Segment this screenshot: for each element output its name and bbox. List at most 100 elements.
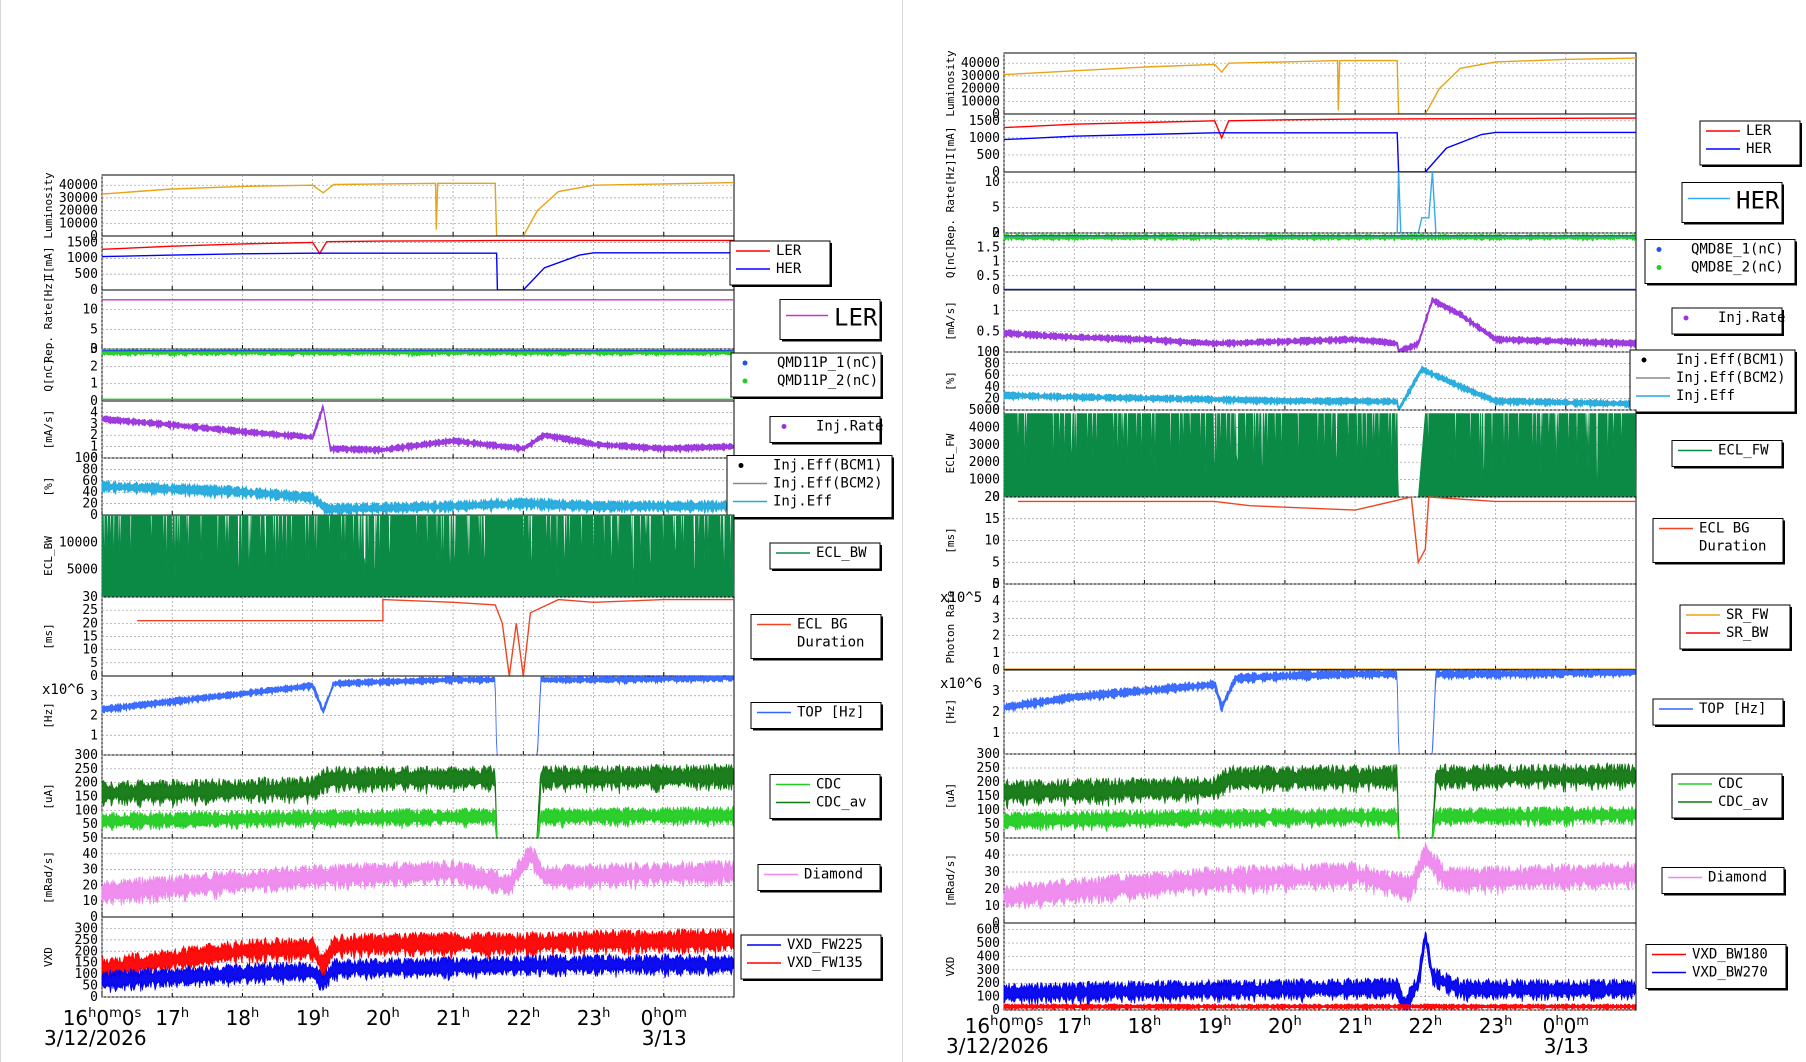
legend-box — [740, 934, 882, 980]
legend-label: QMD11P_2(nC) — [777, 373, 878, 389]
y-tick-label: 100 — [75, 451, 98, 466]
legend: LER HER — [729, 240, 832, 287]
y-tick-label: 5 — [992, 201, 1000, 216]
y-tick-label: 10 — [984, 534, 1000, 549]
legend-box — [769, 542, 881, 570]
legend-box — [1652, 698, 1784, 726]
y-tick-label: 300 — [977, 747, 1000, 762]
legend-box — [1629, 349, 1796, 413]
page-border — [0, 0, 1, 1062]
plot-ecl-bw: 5000 10000 ECL_BW ECL_BW — [42, 514, 882, 598]
y-tick-label: 1000 — [969, 131, 1000, 146]
y-tick-label: 20000 — [59, 204, 98, 219]
y-exponent-label: x10^5 — [940, 590, 982, 606]
y-tick-label: 20 — [82, 616, 98, 631]
y-axis-label: [ms] — [944, 527, 957, 554]
legend-box — [1671, 307, 1783, 335]
y-tick-label: 500 — [75, 267, 98, 282]
y-tick-label: 2 — [90, 709, 98, 724]
y-axis-label: VXD — [42, 947, 55, 967]
legend: QMD11P_1(nC) QMD11P_2(nC) — [730, 352, 883, 399]
y-tick-label: 1500 — [67, 235, 98, 250]
x-tick-label: 19h — [1198, 1014, 1232, 1038]
y-tick-label: 10 — [82, 303, 98, 318]
legend: Inj.Eff(BCM1) Inj.Eff(BCM2) Inj.Eff — [726, 455, 894, 520]
y-tick-label: 100 — [977, 345, 1000, 360]
right-panel: 010000200003000040000Luminosity050010001… — [940, 50, 1802, 1058]
y-tick-label: 20 — [82, 497, 98, 512]
y-tick-label: 0 — [992, 226, 1000, 241]
series-inj-rate — [101, 403, 734, 455]
legend-label: HER — [776, 261, 802, 277]
legend: HER — [1681, 182, 1784, 225]
legend-label: ECL BG — [1699, 521, 1750, 537]
y-axis-label: Q[nC] — [944, 245, 957, 278]
y-tick-label: 200 — [75, 944, 98, 959]
y-tick-label: 0 — [992, 577, 1000, 592]
legend-marker — [1683, 315, 1689, 321]
legend-label: SR_BW — [1726, 625, 1769, 641]
legend-box — [726, 455, 893, 518]
y-tick-label: 10 — [82, 894, 98, 909]
y-tick-label: 100 — [977, 803, 1000, 818]
y-tick-label: 100 — [977, 990, 1000, 1005]
plot--: 020406080100[%]Inj.Eff(BCM1)Inj.Eff(BCM2… — [42, 451, 894, 523]
y-tick-label: 10000 — [961, 94, 1000, 109]
series-luminosity — [1003, 57, 1637, 115]
y-tick-label: 10000 — [59, 216, 98, 231]
y-tick-label: 500 — [977, 936, 1000, 951]
y-axis-label: ECL_FW — [944, 433, 957, 473]
y-tick-label: 30000 — [961, 69, 1000, 84]
y-tick-label: 0 — [90, 394, 98, 409]
legend-label: CDC — [816, 777, 841, 793]
plot--ma-s-: 0 0.5 1 [mA/s] Inj.Rate — [944, 289, 1785, 360]
plot-frame — [101, 235, 735, 291]
y-tick-label: 1000 — [67, 251, 98, 266]
x-tick-label: 16h0m0s — [965, 1014, 1044, 1038]
legend: ECL_FW — [1671, 440, 1784, 469]
y-tick-label: 0 — [992, 663, 1000, 678]
y-tick-label: 60 — [984, 368, 1000, 383]
y-axis-label: I[mA] — [42, 246, 55, 279]
y-tick-label: 15 — [984, 512, 1000, 527]
y-axis-label: [mRad/s] — [944, 854, 957, 907]
y-tick-label: 1 — [992, 726, 1000, 741]
y-tick-label: 0 — [992, 1003, 1000, 1018]
y-tick-label: 250 — [75, 933, 98, 948]
x-tick-label: 18h — [226, 1006, 260, 1030]
plot-q-nc-: 0 1 2 3 Q[nC] QMD11P_1(nC) QMD11P_2(nC) — [42, 342, 883, 409]
y-tick-label: 400 — [977, 949, 1000, 964]
series-top — [101, 674, 734, 756]
y-tick-label: 1.5 — [977, 240, 1000, 255]
legend-label: Inj.Eff(BCM2) — [773, 476, 883, 492]
legend: CDC CDC_av — [769, 774, 882, 821]
y-tick-label: 300 — [75, 748, 98, 763]
y-tick-label: 0 — [992, 403, 1000, 418]
y-tick-label: 0 — [90, 990, 98, 1005]
x-tick-label: 16h0m0s — [63, 1006, 142, 1030]
series-ler — [101, 239, 734, 255]
legend: ECL_BW — [769, 542, 882, 571]
y-tick-label: 0 — [992, 345, 1000, 360]
y-tick-label: 80 — [82, 462, 98, 477]
y-tick-label: 1 — [90, 377, 98, 392]
date-start-label: 3/12/2026 — [44, 1026, 147, 1050]
y-tick-label: 1 — [90, 728, 98, 743]
x-tick-label: 20h — [1268, 1014, 1302, 1038]
y-axis-label: [uA] — [42, 783, 55, 810]
y-tick-label: 40 — [82, 847, 98, 862]
series-cdc — [101, 805, 734, 839]
y-tick-label: 5 — [992, 577, 1000, 592]
y-tick-label: 10000 — [59, 535, 98, 550]
series-ler — [1003, 117, 1637, 140]
x-tick-label: 17h — [155, 1006, 189, 1030]
y-tick-label: 40 — [82, 485, 98, 500]
legend-box — [1699, 120, 1801, 166]
y-tick-label: 40000 — [59, 178, 98, 193]
y-tick-label: 5000 — [969, 403, 1000, 418]
